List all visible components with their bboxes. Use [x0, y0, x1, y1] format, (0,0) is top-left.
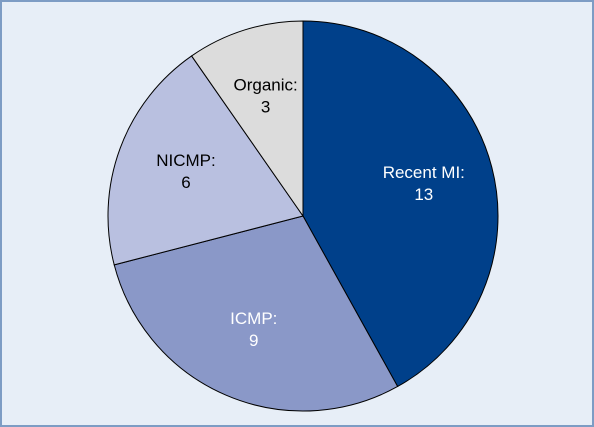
slice-value: 3 [261, 97, 270, 116]
pie-slice [107, 55, 304, 266]
slice-value: 6 [181, 173, 190, 192]
pie-slice [302, 20, 499, 388]
slice-label: NICMP: [156, 151, 216, 170]
slice-value: 13 [414, 185, 433, 204]
slice-label: Recent MI: [383, 163, 465, 182]
pie-slice [113, 215, 399, 412]
slice-label: Organic: [234, 75, 298, 94]
slice-label: ICMP: [230, 309, 277, 328]
slice-value: 9 [249, 331, 258, 350]
pie-slice [190, 20, 304, 218]
